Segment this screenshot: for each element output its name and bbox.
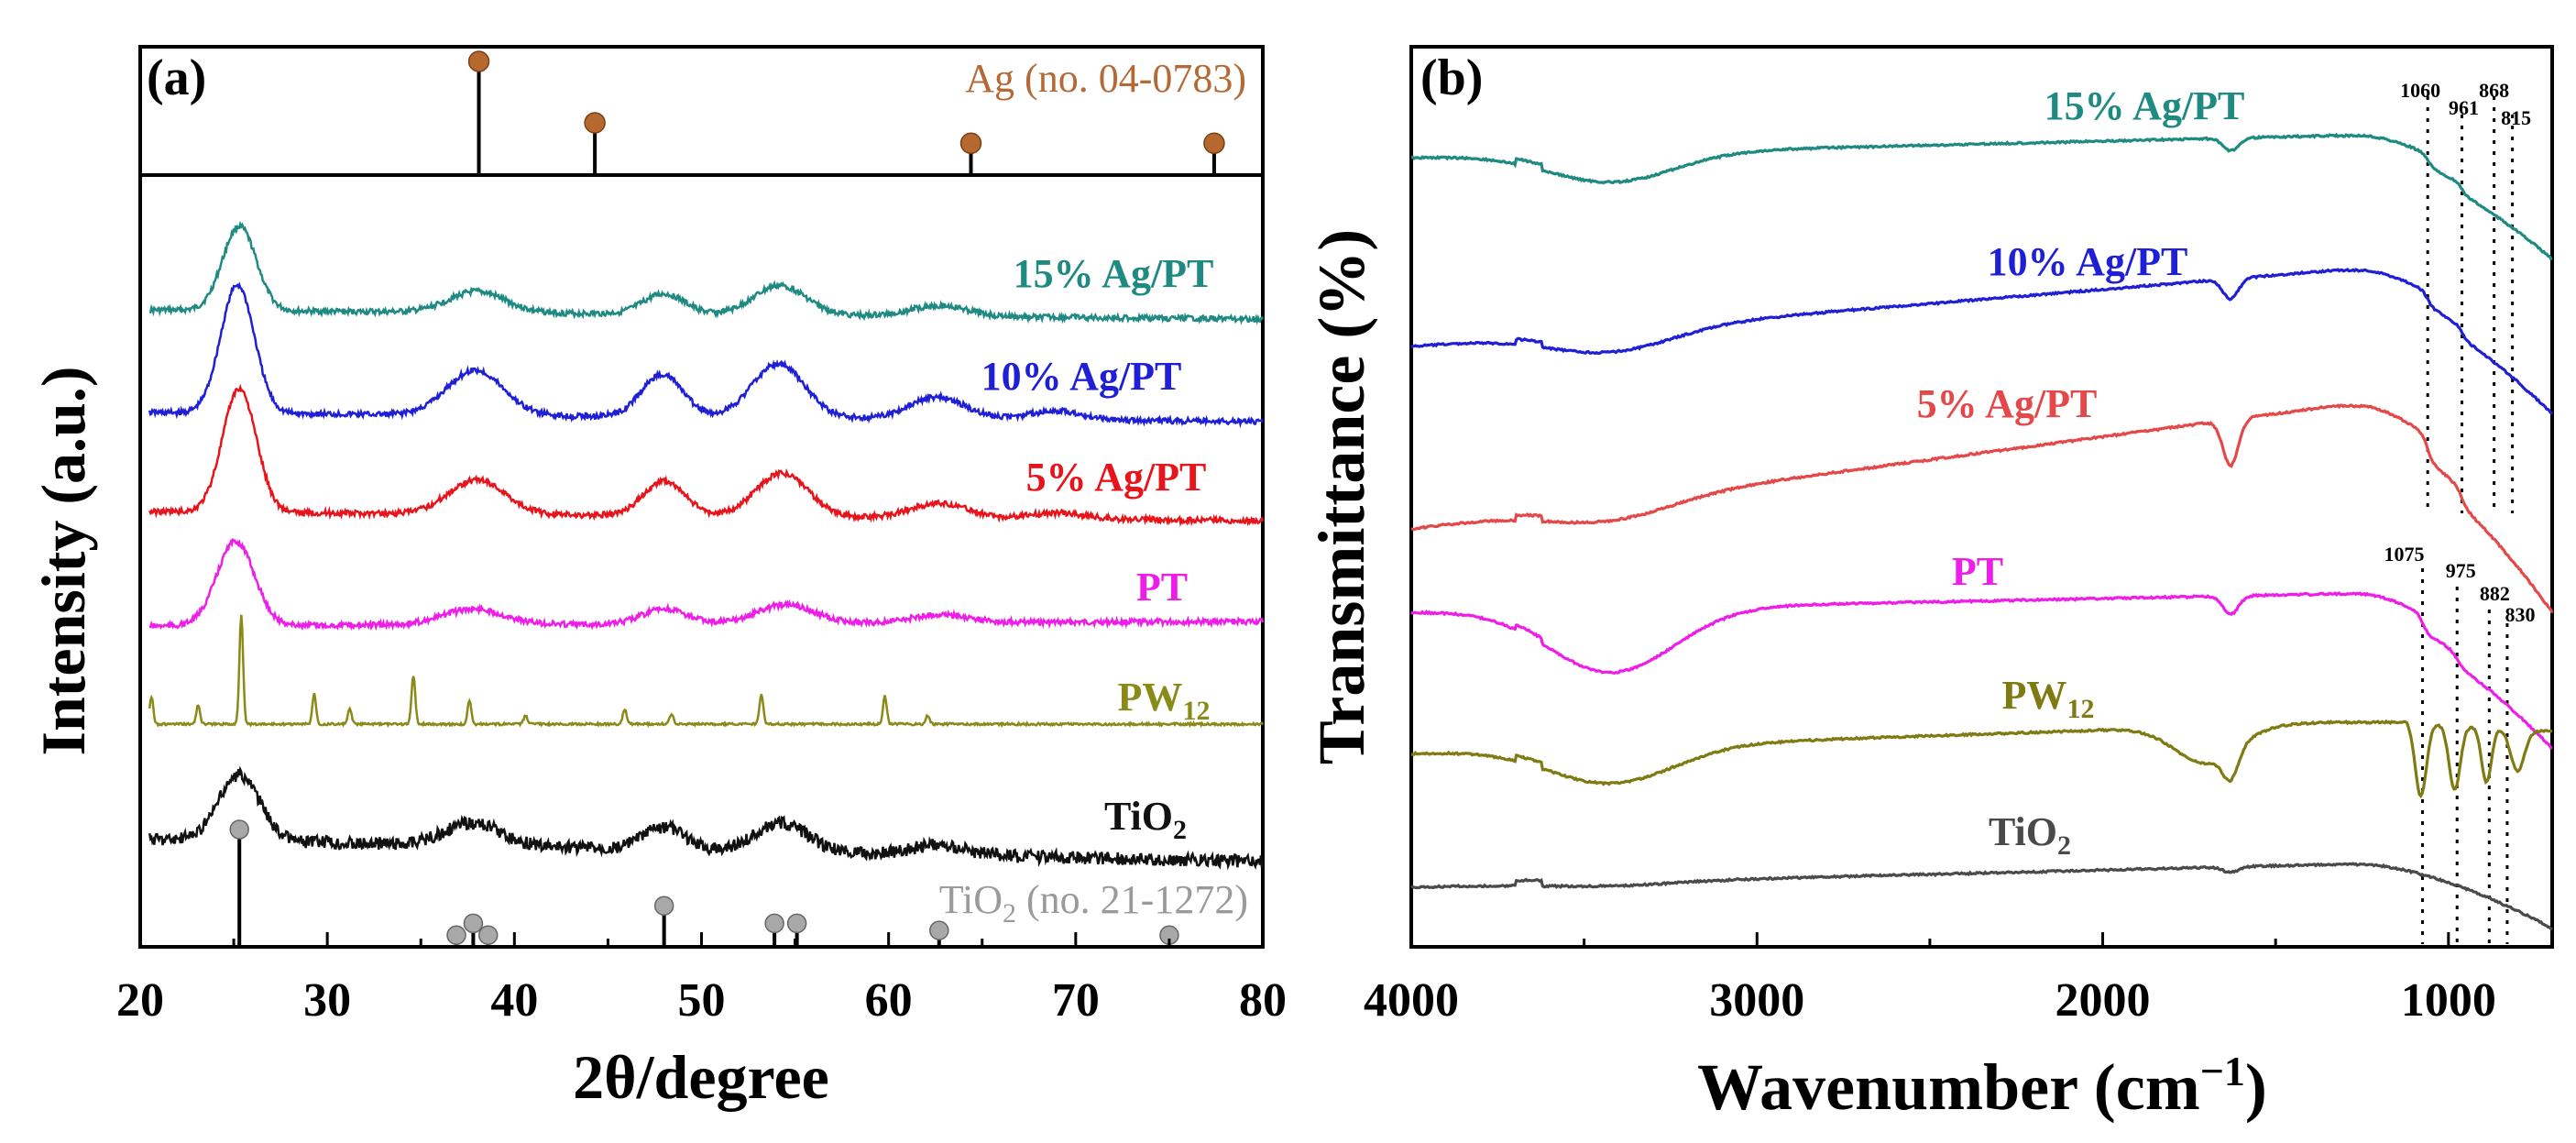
xrd-curves bbox=[148, 220, 1265, 871]
xrd-series-line bbox=[148, 220, 1265, 325]
ftir-series-line bbox=[1410, 132, 2553, 261]
ftir-series-label: PW12 bbox=[2002, 673, 2095, 724]
ftir-series-line bbox=[1410, 591, 2553, 750]
x-tick-label: 50 bbox=[678, 974, 726, 1027]
tio2-reference-sticks bbox=[229, 819, 1179, 947]
ftir-band-annotation: 1060 bbox=[2400, 79, 2440, 102]
ftir-series-line bbox=[1410, 862, 2553, 931]
x-tick-label: 80 bbox=[1239, 974, 1287, 1027]
tio2-stick-ball bbox=[229, 819, 249, 840]
panel-a: (a) Ag (no. 04-0783) 15% Ag/PT 10% Ag/PT 5… bbox=[28, 45, 1287, 1112]
tio2-stick-ball bbox=[478, 925, 499, 945]
xrd-series-label: TiO2 bbox=[1104, 794, 1187, 845]
ftir-band-annotation: 1075 bbox=[2384, 543, 2425, 566]
ftir-series-label: 10% Ag/PT bbox=[1988, 239, 2188, 284]
panel-a-letter: (a) bbox=[147, 49, 206, 106]
ftir-band-annotation: 830 bbox=[2505, 603, 2535, 626]
ag-reference-label: Ag (no. 04-0783) bbox=[965, 56, 1246, 101]
xrd-series-line bbox=[148, 765, 1265, 871]
xrd-series-line bbox=[148, 281, 1265, 429]
ftir-band-annotation: 815 bbox=[2501, 106, 2531, 129]
tio2-stick-ball bbox=[929, 920, 949, 940]
ftir-series-label: 5% Ag/PT bbox=[1917, 381, 2098, 426]
ftir-series-label: PT bbox=[1952, 549, 2003, 594]
tio2-reference-label: TiO2 (no. 21-1272) bbox=[939, 877, 1248, 929]
x-tick-label: 70 bbox=[1052, 974, 1100, 1027]
x-tick-label: 20 bbox=[116, 974, 164, 1027]
xrd-series-line bbox=[148, 537, 1265, 632]
panel-b: (b) 15% Ag/PT 10% Ag/PT 5% Ag/PT PT PW12 TiO2… bbox=[1305, 45, 2554, 1124]
ag-stick-ball bbox=[584, 112, 606, 134]
panel-b-x-ticks: 4000 3000 2000 1000 bbox=[1364, 932, 2496, 1027]
x-tick-label: 4000 bbox=[1364, 974, 1459, 1027]
ftir-series-line bbox=[1410, 403, 2554, 614]
xrd-series-line bbox=[148, 383, 1265, 527]
tio2-stick-ball bbox=[786, 913, 807, 934]
xrd-series-line bbox=[148, 614, 1265, 729]
xrd-series-label: PT bbox=[1136, 565, 1188, 610]
tio2-stick-ball bbox=[764, 913, 784, 934]
x-tick-label: 60 bbox=[865, 974, 913, 1027]
x-tick-label: 1000 bbox=[2401, 974, 2496, 1027]
x-tick-label: 40 bbox=[490, 974, 538, 1027]
ftir-band-annotation: 975 bbox=[2446, 559, 2476, 582]
ftir-band-annotation: 882 bbox=[2480, 582, 2510, 605]
ag-stick-ball bbox=[467, 50, 490, 72]
tio2-stick-ball bbox=[446, 925, 466, 945]
x-tick-label: 30 bbox=[303, 974, 351, 1027]
panel-b-letter: (b) bbox=[1420, 49, 1483, 106]
ftir-series-line bbox=[1409, 268, 2554, 415]
x-tick-label: 2000 bbox=[2055, 974, 2151, 1027]
ftir-band-markers bbox=[2421, 96, 2515, 944]
ag-reference-sticks bbox=[467, 50, 1225, 175]
x-tick-label: 3000 bbox=[1709, 974, 1804, 1027]
panel-a-y-axis-label: Intensity (a.u.) bbox=[28, 366, 98, 755]
ag-stick-ball bbox=[959, 132, 982, 155]
xrd-series-label: 10% Ag/PT bbox=[981, 354, 1182, 399]
ftir-series-label: 15% Ag/PT bbox=[2044, 83, 2245, 128]
panel-b-frame bbox=[1409, 45, 2554, 949]
xrd-curve-labels: 15% Ag/PT 10% Ag/PT 5% Ag/PT PT PW12 TiO2 bbox=[981, 251, 1214, 845]
xrd-series-label: 15% Ag/PT bbox=[1014, 251, 1214, 296]
tio2-stick-ball bbox=[463, 913, 484, 934]
ftir-band-annotation: 961 bbox=[2449, 96, 2479, 119]
panel-a-x-ticks: 20 30 40 50 60 70 80 bbox=[116, 932, 1287, 1027]
panel-a-x-axis-label: 2θ/degree bbox=[573, 1042, 829, 1112]
ftir-series-label: TiO2 bbox=[1989, 809, 2071, 861]
ftir-curve-labels: 15% Ag/PT 10% Ag/PT 5% Ag/PT PT PW12 TiO2 bbox=[1917, 83, 2245, 861]
xrd-series-label: 5% Ag/PT bbox=[1026, 455, 1207, 500]
tio2-stick-ball bbox=[653, 896, 674, 916]
ftir-band-annotation: 868 bbox=[2479, 79, 2509, 102]
panel-b-y-axis-label: Transmittance (%) bbox=[1305, 229, 1378, 765]
ag-stick-ball bbox=[1203, 132, 1225, 155]
panel-b-x-axis-label: Wavenumber (cm−1) bbox=[1697, 1048, 2267, 1124]
ftir-series-line bbox=[1411, 719, 2553, 799]
ftir-curves bbox=[1409, 132, 2554, 931]
xrd-series-label: PW12 bbox=[1118, 675, 1211, 726]
